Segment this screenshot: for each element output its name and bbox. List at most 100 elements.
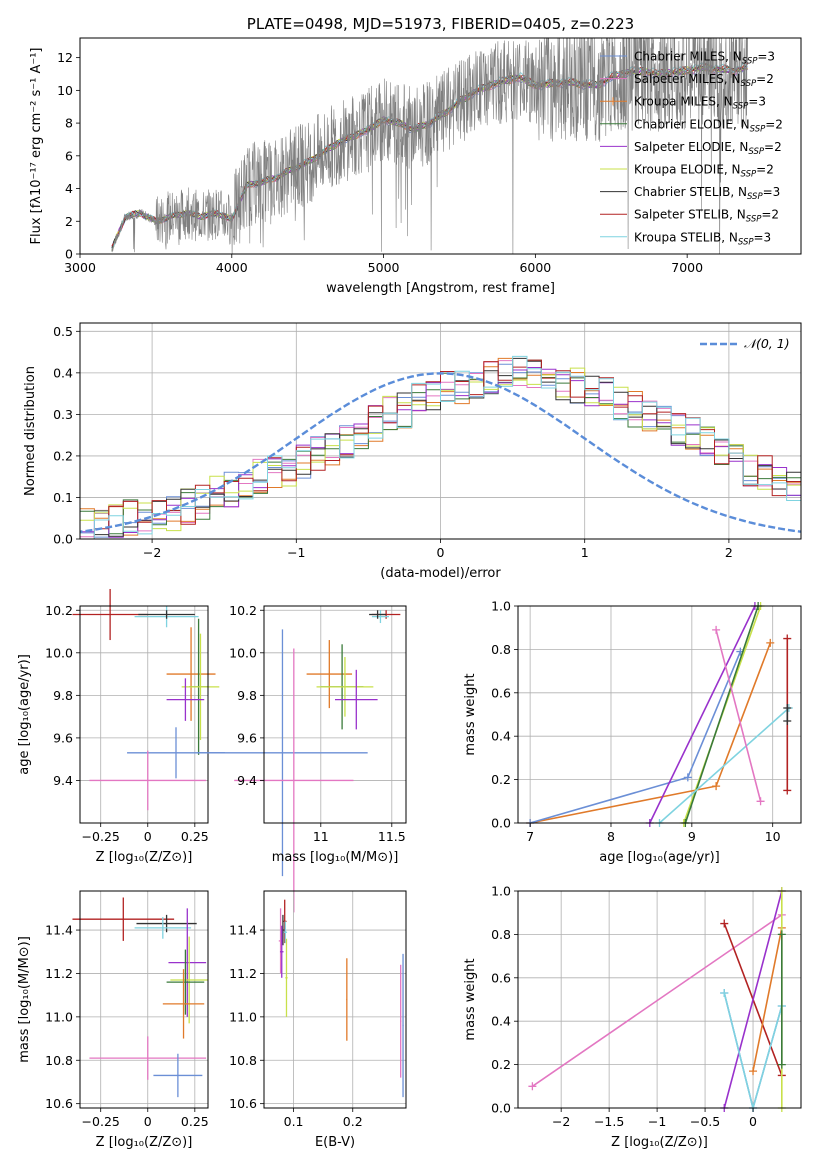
x-tick-label: 9 xyxy=(688,829,696,844)
y-tick-label: 0.0 xyxy=(491,816,511,831)
y-tick-label: 9.8 xyxy=(237,688,257,703)
histogram-step-7 xyxy=(80,359,801,539)
y-tick-label: 1.0 xyxy=(491,599,511,614)
x-tick-label: 0 xyxy=(437,545,445,560)
plot-frame xyxy=(263,605,407,824)
axes-mass-weight-vs-age: 7 8 9 10 0.0 0.2 0.4 0.6 0.8 1.0 age [log₁₀(age/yr… xyxy=(463,599,802,865)
y-tick-label: 6 xyxy=(65,148,73,163)
histogram-step-3 xyxy=(80,359,801,535)
weight-marker xyxy=(756,797,765,806)
y-tick-label: 2 xyxy=(65,214,73,229)
y-tick-label: 0.5 xyxy=(53,324,73,339)
y-tick-label: 10 xyxy=(57,83,73,98)
weight-marker xyxy=(720,988,729,997)
y-tick-label: 0.2 xyxy=(491,772,511,787)
x-tick-label: 0 xyxy=(144,829,152,844)
y-tick-label: 9.4 xyxy=(237,773,257,788)
x-tick-label: 0.1 xyxy=(284,1114,304,1129)
legend-label: Kroupa ELODIE, NSSP=2 xyxy=(634,163,774,180)
weight-line-0 xyxy=(529,642,772,824)
x-tick-label: −0.25 xyxy=(82,1114,120,1129)
x-tick-label: 0.25 xyxy=(181,829,209,844)
y-axis-label: mass [log₁₀(M/M⊙)] xyxy=(17,936,32,1063)
axes-residual-histogram: −2 −1 0 1 2 0.0 0.1 0.2 0.3 0.4 0.5 (data-model)/er… xyxy=(23,322,802,581)
x-axis-label: E(B-V) xyxy=(315,1135,355,1150)
axes-spectrum: 3000 4000 5000 6000 7000 0 2 4 6 8 10 12 wavelength … xyxy=(29,15,802,296)
legend-label: Chabrier MILES, NSSP=3 xyxy=(634,50,775,67)
y-tick-label: 0.4 xyxy=(491,729,511,744)
y-tick-label: 0.4 xyxy=(53,365,73,380)
weight-lines-mass-weight-vs-age xyxy=(526,602,793,827)
weight-marker xyxy=(777,930,786,939)
axes-mass-weight-vs-metallicity: −2 −1.5 −1 −0.5 0 0.0 0.2 0.4 0.6 0.8 1.0 Z [log₁₀(… xyxy=(463,884,802,1150)
y-tick-label: 8 xyxy=(65,116,73,131)
errorbars-age-vs-metallicity xyxy=(72,588,225,811)
weight-marker xyxy=(712,782,721,791)
y-tick-label: 4 xyxy=(65,181,73,196)
x-tick-label: 7 xyxy=(526,829,534,844)
histogram-step-6 xyxy=(80,357,801,539)
weight-marker xyxy=(528,1082,537,1091)
x-tick-label: 5000 xyxy=(368,260,400,275)
y-tick-label: 11.2 xyxy=(229,966,257,981)
x-axis-label: Z [log₁₀(Z/Z⊙)] xyxy=(96,1135,193,1150)
weight-line-5 xyxy=(658,707,790,824)
y-tick-label: 10.0 xyxy=(229,645,257,660)
x-tick-label: 8 xyxy=(607,829,615,844)
weight-marker xyxy=(783,634,792,643)
legend-label: Salpeter MILES, NSSP=2 xyxy=(634,72,774,89)
x-tick-label: −2 xyxy=(143,545,161,560)
y-tick-label: 10.8 xyxy=(229,1053,257,1068)
plot-frame xyxy=(79,890,209,1109)
y-tick-label: 10.0 xyxy=(45,645,73,660)
x-tick-label: 1 xyxy=(581,545,589,560)
legend-label: Chabrier STELIB, NSSP=3 xyxy=(634,185,780,202)
x-tick-label: 0 xyxy=(749,1114,757,1129)
weight-marker xyxy=(783,786,792,795)
axes-mass-vs-extinction: 0.1 0.2 10.6 10.8 11.0 11.2 11.4 E(B-V) xyxy=(229,890,407,1150)
legend-label: Salpeter STELIB, NSSP=2 xyxy=(634,208,779,225)
legend-label: Chabrier ELODIE, NSSP=2 xyxy=(634,117,783,134)
y-tick-label: 10.2 xyxy=(229,603,257,618)
x-tick-label: 0.25 xyxy=(181,1114,209,1129)
x-tick-label: 0 xyxy=(144,1114,152,1129)
legend-label: Kroupa MILES, NSSP=3 xyxy=(634,95,766,112)
weight-line-6 xyxy=(715,629,762,802)
x-tick-label: −1 xyxy=(648,1114,666,1129)
weight-line-0 xyxy=(531,914,783,1087)
x-tick-label: −0.25 xyxy=(82,829,120,844)
errorbars-age-vs-mass xyxy=(197,610,401,913)
y-tick-label: 0.2 xyxy=(491,1057,511,1072)
y-tick-label: 9.6 xyxy=(237,730,257,745)
x-axis-label: age [log₁₀(age/yr)] xyxy=(599,850,720,865)
plot-frame xyxy=(517,605,802,824)
x-tick-label: −1 xyxy=(287,545,305,560)
weight-line-2 xyxy=(723,890,783,1109)
weight-line-4 xyxy=(684,605,759,824)
y-tick-label: 0.8 xyxy=(491,927,511,942)
x-tick-label: 3000 xyxy=(64,260,96,275)
y-axis-label: mass weight xyxy=(463,673,478,755)
x-axis-label: wavelength [Angstrom, rest frame] xyxy=(326,281,555,296)
observed-spectrum-line xyxy=(111,38,748,254)
plot-frame xyxy=(263,890,407,1109)
weight-marker xyxy=(766,638,775,647)
gaussian-reference-line xyxy=(80,372,801,533)
y-tick-label: 0.8 xyxy=(491,642,511,657)
weight-line-5 xyxy=(752,927,783,1072)
axes-mass-vs-metallicity: −0.25 0 0.25 10.6 10.8 11.0 11.2 11.4 Z [log₁₀(Z… xyxy=(17,890,209,1150)
x-tick-label: 10 xyxy=(765,829,781,844)
x-tick-label: 4000 xyxy=(216,260,248,275)
x-tick-label: 7000 xyxy=(671,260,703,275)
x-axis-label: mass [log₁₀(M/M⊙)] xyxy=(272,850,399,865)
y-tick-label: 0.0 xyxy=(491,1101,511,1116)
y-tick-label: 0.6 xyxy=(491,970,511,985)
x-tick-label: 11 xyxy=(313,829,329,844)
weight-marker xyxy=(683,773,692,782)
histogram-steps xyxy=(80,355,801,539)
y-tick-label: 11.0 xyxy=(45,1009,73,1024)
y-axis-label: Normed distribution xyxy=(23,366,38,496)
x-tick-label: −2 xyxy=(552,1114,570,1129)
y-tick-label: 0 xyxy=(65,247,73,262)
spectrum-legend: Chabrier MILES, NSSP=3 Salpeter MILES, NS… xyxy=(600,50,783,247)
